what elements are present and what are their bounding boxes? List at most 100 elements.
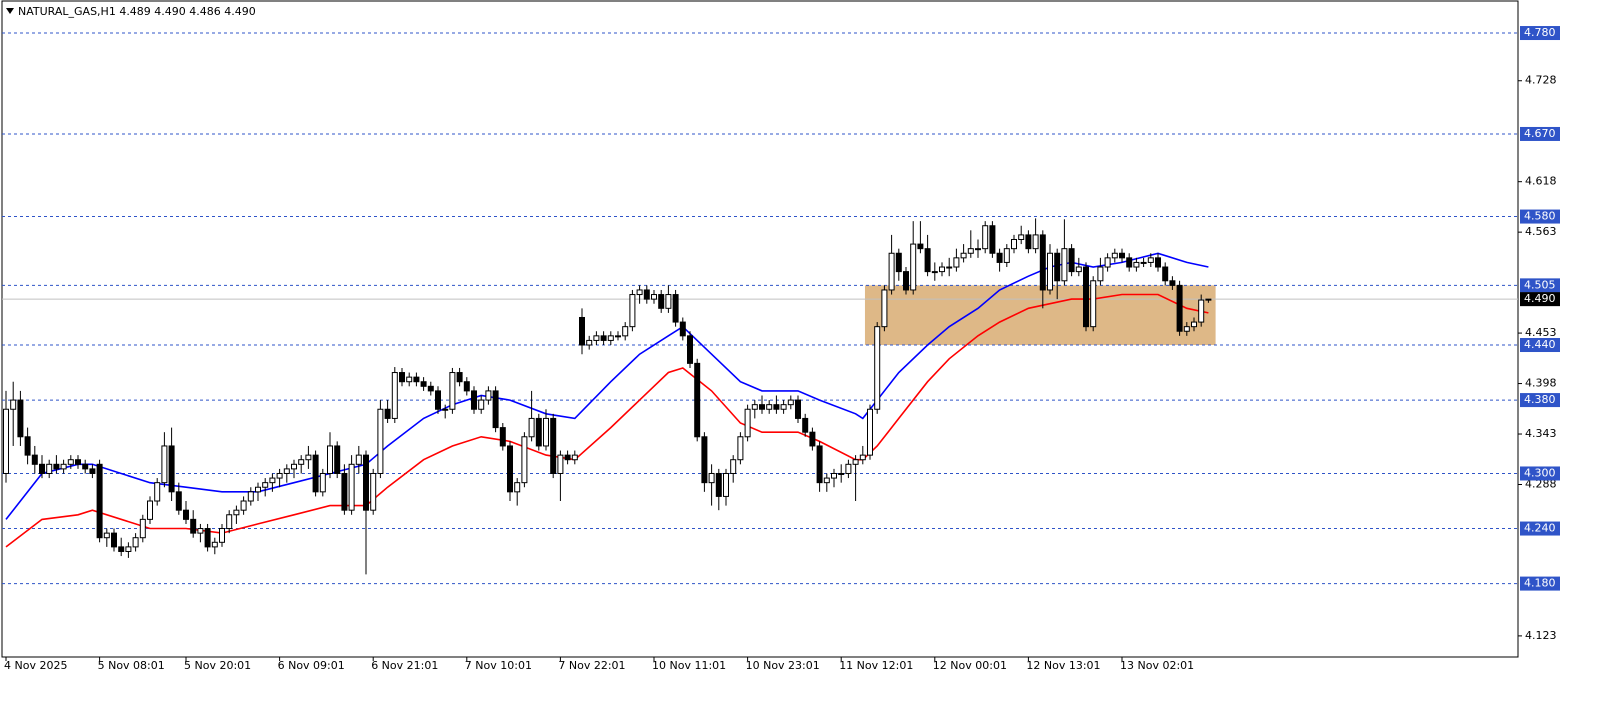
x-tick-label: 5 Nov 08:01 bbox=[98, 659, 165, 672]
candle-body bbox=[543, 417, 549, 447]
candle-body bbox=[1162, 266, 1169, 282]
candle-body bbox=[643, 289, 650, 300]
candle-body bbox=[651, 294, 657, 300]
candle-body bbox=[1133, 261, 1140, 268]
x-tick-label: 13 Nov 02:01 bbox=[1120, 659, 1194, 672]
zone bbox=[864, 285, 1216, 346]
candle-body bbox=[1068, 248, 1075, 273]
candle-body bbox=[1025, 234, 1032, 250]
candle-body bbox=[1119, 252, 1125, 259]
candle-body bbox=[139, 518, 146, 539]
candle-body bbox=[1140, 261, 1147, 264]
candle-body bbox=[766, 404, 773, 410]
x-tick-label: 12 Nov 13:01 bbox=[1026, 659, 1100, 672]
price-label: 4.490 bbox=[1524, 292, 1556, 305]
candle-body bbox=[478, 399, 485, 410]
candle-body bbox=[1018, 234, 1025, 240]
candle-body bbox=[903, 271, 909, 291]
candle-body bbox=[1032, 234, 1039, 250]
candle-body bbox=[615, 335, 621, 338]
candle-body bbox=[989, 225, 996, 254]
candle-body bbox=[111, 532, 117, 548]
candle-body bbox=[1075, 266, 1082, 273]
candle-body bbox=[1054, 252, 1061, 282]
candle-body bbox=[283, 468, 290, 474]
candle-body bbox=[118, 546, 125, 552]
candle-body bbox=[75, 459, 81, 465]
candle-body bbox=[593, 335, 600, 341]
candle-body bbox=[967, 248, 974, 254]
level-label-box bbox=[1520, 26, 1560, 41]
level-label-box bbox=[1520, 393, 1560, 408]
candle-body bbox=[795, 399, 801, 419]
candle-body bbox=[53, 463, 60, 470]
candle-body bbox=[773, 404, 780, 410]
candle-body bbox=[39, 463, 45, 474]
level-label-box bbox=[1520, 338, 1560, 353]
level-label: 4.300 bbox=[1524, 466, 1556, 479]
candle-body bbox=[1205, 298, 1212, 301]
candle-body bbox=[982, 225, 989, 250]
candle-body bbox=[1011, 238, 1017, 250]
candle-body bbox=[723, 472, 729, 497]
candle-body bbox=[679, 321, 686, 337]
candle-body bbox=[629, 294, 636, 328]
candle-body bbox=[435, 390, 441, 410]
x-tick-label: 6 Nov 21:01 bbox=[371, 659, 438, 672]
candle-body bbox=[658, 294, 665, 309]
x-tick-label: 5 Nov 20:01 bbox=[184, 659, 251, 672]
price-label-box bbox=[1520, 292, 1560, 307]
candle-body bbox=[291, 463, 297, 470]
candle-body bbox=[1047, 252, 1053, 291]
chart-title: NATURAL_GAS,H1 4.489 4.490 4.486 4.490 bbox=[18, 5, 256, 18]
candle-body bbox=[168, 445, 175, 493]
candle-body bbox=[247, 491, 254, 502]
candle-body bbox=[571, 454, 578, 461]
candle-body bbox=[665, 294, 672, 309]
candle-body bbox=[888, 252, 895, 291]
level-label-box bbox=[1520, 576, 1560, 591]
candle-body bbox=[427, 385, 434, 392]
level-label: 4.670 bbox=[1524, 127, 1556, 140]
x-tick-label: 10 Nov 23:01 bbox=[746, 659, 820, 672]
candle-body bbox=[211, 541, 218, 548]
candle-body bbox=[787, 399, 794, 406]
candle-body bbox=[802, 417, 809, 433]
candle-body bbox=[586, 339, 593, 346]
candle-body bbox=[1176, 284, 1183, 332]
candle-body bbox=[10, 399, 17, 410]
candle-body bbox=[255, 486, 261, 493]
level-label: 4.505 bbox=[1524, 278, 1556, 291]
candle-body bbox=[456, 372, 463, 383]
level-label-box bbox=[1520, 466, 1560, 481]
candle-body bbox=[17, 399, 24, 438]
candle-body bbox=[147, 500, 153, 520]
candle-body bbox=[327, 445, 333, 474]
candle-body bbox=[636, 289, 643, 296]
y-tick-label: 4.398 bbox=[1525, 377, 1557, 390]
candle-body bbox=[550, 417, 557, 474]
candle-body bbox=[924, 248, 931, 273]
candle-body bbox=[874, 326, 881, 410]
candle-body bbox=[269, 477, 276, 484]
candle-body bbox=[485, 390, 492, 401]
candle-body bbox=[233, 509, 240, 516]
candle-body bbox=[535, 417, 542, 447]
candle-body bbox=[471, 390, 477, 410]
candle-body bbox=[492, 390, 499, 429]
candle-body bbox=[1061, 248, 1068, 282]
candle-body bbox=[960, 252, 967, 259]
candle-body bbox=[384, 408, 391, 419]
candle-body bbox=[89, 468, 96, 474]
candle-body bbox=[132, 537, 139, 548]
candle-body bbox=[917, 243, 924, 250]
candle-body bbox=[910, 243, 917, 291]
candle-body bbox=[377, 408, 384, 474]
x-tick-label: 10 Nov 11:01 bbox=[652, 659, 726, 672]
candle-body bbox=[1147, 257, 1154, 263]
candle-body bbox=[348, 463, 355, 511]
candle-body bbox=[3, 408, 9, 474]
candle-body bbox=[845, 463, 852, 474]
candle-body bbox=[859, 454, 866, 461]
